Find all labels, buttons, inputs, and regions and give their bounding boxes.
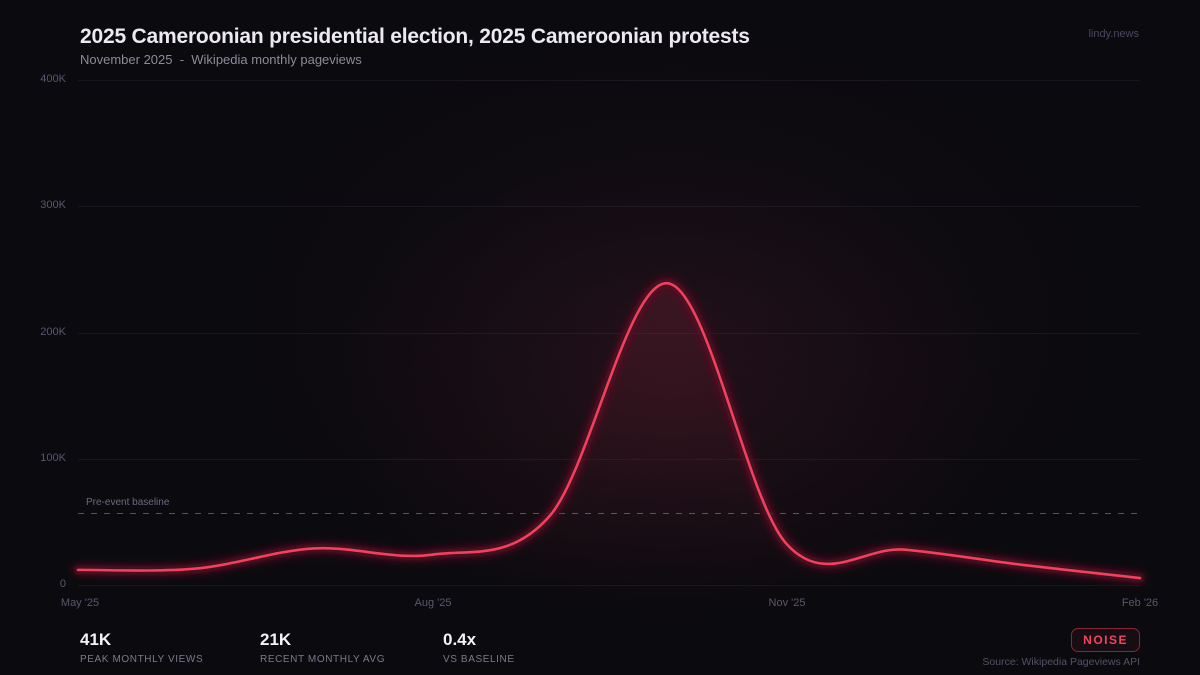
stat-recent-monthly-avg: 21K RECENT MONTHLY AVG bbox=[260, 630, 385, 665]
x-tick-label: Aug '25 bbox=[414, 597, 452, 609]
stat-label: PEAK MONTHLY VIEWS bbox=[80, 654, 204, 665]
stat-peak-monthly-views: 41K PEAK MONTHLY VIEWS bbox=[80, 630, 203, 665]
source-attribution: Source: Wikipedia Pageviews API bbox=[982, 656, 1140, 668]
y-tick-label: 400K bbox=[40, 73, 66, 85]
stat-label: VS BASELINE bbox=[443, 654, 515, 665]
pageviews-line bbox=[76, 281, 1142, 580]
stat-label: RECENT MONTHLY AVG bbox=[260, 654, 386, 665]
y-tick-label: 300K bbox=[40, 199, 66, 211]
x-tick-label: Nov '25 bbox=[768, 597, 806, 609]
baseline-label: Pre-event baseline bbox=[86, 497, 170, 508]
y-tick-label: 200K bbox=[40, 325, 66, 338]
y-tick-label: 0 bbox=[59, 578, 66, 590]
page-subtitle: November 2025 - Wikipedia monthly pagevi… bbox=[80, 52, 362, 67]
brand-watermark: lindy.news bbox=[1088, 28, 1139, 40]
gridline-400k bbox=[78, 80, 1140, 81]
stat-value: 41K bbox=[80, 630, 112, 649]
page-title: 2025 Cameroonian presidential election, … bbox=[80, 25, 750, 48]
stat-value: 21K bbox=[260, 630, 292, 649]
area-under-line bbox=[78, 283, 1140, 585]
noise-status-badge: NOISE bbox=[1071, 628, 1140, 652]
x-tick-label: May '25 bbox=[60, 597, 100, 609]
stat-value: 0.4x bbox=[443, 630, 477, 649]
x-tick-label: Feb '26 bbox=[1121, 597, 1159, 609]
y-tick-label: 100K bbox=[40, 451, 66, 464]
stat-vs-baseline: 0.4x VS BASELINE bbox=[443, 630, 515, 665]
